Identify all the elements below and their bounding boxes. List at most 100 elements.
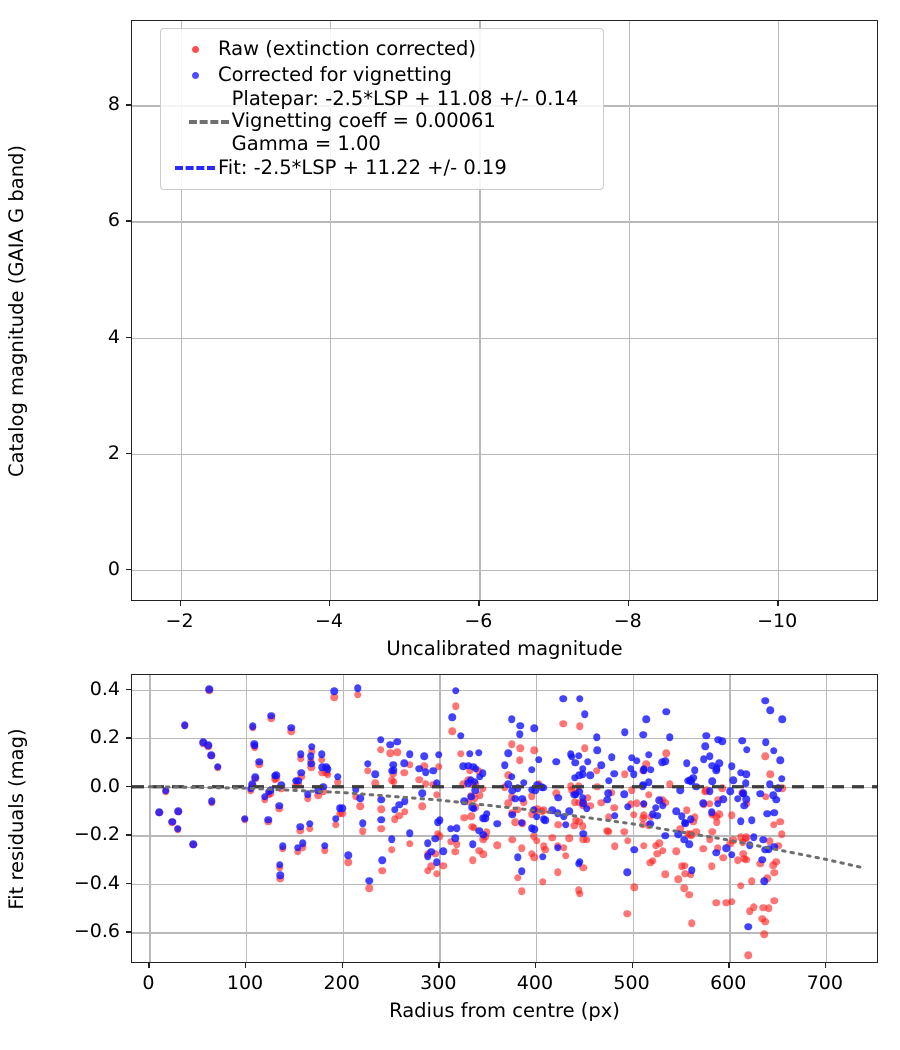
residual-point-corrected bbox=[760, 877, 769, 886]
legend-key bbox=[172, 64, 218, 86]
residual-point-corrected bbox=[646, 766, 655, 774]
residual-point-raw bbox=[352, 792, 360, 801]
residual-point-raw bbox=[706, 800, 714, 808]
residual-point-corrected bbox=[332, 815, 340, 823]
residual-point-raw bbox=[307, 763, 315, 772]
residual-point-corrected bbox=[451, 834, 459, 843]
vignetting-curve-line bbox=[147, 785, 867, 870]
residual-point-corrected bbox=[482, 810, 491, 818]
residual-point-raw bbox=[579, 835, 588, 844]
residual-point-raw bbox=[706, 835, 714, 844]
residual-point-raw bbox=[562, 852, 570, 860]
gridline-horizontal bbox=[132, 221, 877, 223]
residual-point-corrected bbox=[570, 791, 578, 799]
residual-point-corrected bbox=[451, 687, 460, 695]
residual-point-raw bbox=[539, 878, 547, 886]
x-tick bbox=[148, 963, 150, 968]
residual-point-raw bbox=[580, 744, 589, 752]
residual-point-corrected bbox=[559, 694, 567, 703]
residual-point-corrected bbox=[699, 799, 707, 808]
residual-point-corrected bbox=[390, 805, 399, 814]
residual-point-raw bbox=[718, 784, 726, 793]
residual-point-raw bbox=[761, 918, 770, 926]
residual-point-raw bbox=[765, 837, 774, 846]
residual-point-raw bbox=[571, 816, 580, 825]
residual-point-corrected bbox=[539, 853, 547, 861]
residual-point-corrected bbox=[761, 697, 769, 705]
residual-point-corrected bbox=[168, 818, 177, 826]
residual-point-raw bbox=[387, 846, 396, 854]
residual-point-corrected bbox=[267, 712, 276, 720]
x-tick-label: 100 bbox=[226, 972, 264, 994]
residual-point-raw bbox=[527, 810, 536, 818]
residual-point-raw bbox=[541, 845, 550, 854]
residual-point-corrected bbox=[715, 759, 723, 767]
residual-point-raw bbox=[464, 797, 473, 806]
residual-point-raw bbox=[518, 887, 526, 895]
residual-point-raw bbox=[532, 836, 541, 845]
residual-point-raw bbox=[630, 883, 639, 892]
residual-point-corrected bbox=[307, 759, 315, 768]
x-tick-label: 200 bbox=[323, 972, 360, 994]
x-tick-label: 700 bbox=[806, 972, 843, 994]
residual-point-raw bbox=[446, 838, 455, 846]
residual-point-raw bbox=[701, 787, 710, 796]
gridline-horizontal bbox=[132, 738, 877, 740]
residual-point-raw bbox=[672, 847, 680, 855]
top-plot-canvas bbox=[132, 21, 877, 600]
residual-point-raw bbox=[658, 846, 667, 855]
residual-point-raw bbox=[507, 740, 516, 748]
residual-point-corrected bbox=[365, 876, 373, 885]
residual-point-raw bbox=[685, 890, 693, 899]
residual-point-corrected bbox=[640, 800, 648, 808]
residual-point-raw bbox=[640, 811, 648, 819]
residual-point-corrected bbox=[469, 762, 478, 771]
residual-point-corrected bbox=[761, 738, 770, 746]
residual-point-corrected bbox=[770, 809, 779, 817]
residual-point-corrected bbox=[687, 866, 696, 875]
residual-point-corrected bbox=[155, 808, 163, 817]
residual-point-corrected bbox=[434, 818, 442, 826]
residual-point-corrected bbox=[334, 773, 342, 781]
residual-point-corrected bbox=[776, 756, 785, 764]
y-tick bbox=[126, 336, 131, 339]
residual-point-raw bbox=[493, 841, 501, 849]
residual-point-corrected bbox=[162, 787, 170, 795]
residual-point-raw bbox=[774, 841, 783, 850]
y-tick bbox=[126, 104, 131, 106]
residual-point-raw bbox=[354, 690, 362, 699]
gridline-vertical bbox=[825, 675, 828, 962]
residual-point-corrected bbox=[778, 715, 787, 723]
legend-label: Platepar: -2.5*LSP + 11.08 +/- 0.14 Vign… bbox=[231, 87, 579, 155]
residual-point-corrected bbox=[766, 706, 775, 715]
residual-point-raw bbox=[748, 877, 756, 885]
residual-point-corrected bbox=[554, 794, 563, 802]
residual-point-corrected bbox=[718, 737, 726, 745]
residual-point-corrected bbox=[432, 858, 441, 867]
residual-point-corrected bbox=[308, 743, 316, 751]
fit-residuals-plot bbox=[131, 674, 878, 963]
residual-point-raw bbox=[530, 832, 538, 841]
legend-marker-corrected bbox=[191, 71, 199, 79]
residual-point-corrected bbox=[174, 825, 182, 833]
residual-point-corrected bbox=[434, 751, 443, 759]
residual-point-raw bbox=[296, 827, 304, 835]
residual-point-raw bbox=[400, 768, 408, 777]
x-tick-label: 400 bbox=[516, 972, 554, 994]
residual-point-raw bbox=[567, 782, 575, 791]
residual-point-raw bbox=[294, 848, 302, 856]
residual-point-raw bbox=[604, 828, 612, 836]
gridline-horizontal bbox=[132, 835, 877, 837]
residual-point-corrected bbox=[481, 814, 490, 822]
residual-point-raw bbox=[586, 801, 595, 810]
residual-point-corrected bbox=[276, 871, 284, 879]
residual-point-raw bbox=[642, 760, 651, 768]
residual-point-raw bbox=[574, 886, 583, 895]
residual-point-corrected bbox=[681, 819, 689, 827]
residual-point-corrected bbox=[189, 840, 198, 848]
residual-point-raw bbox=[714, 795, 723, 804]
residual-point-corrected bbox=[736, 817, 745, 826]
residual-point-corrected bbox=[658, 801, 667, 810]
residual-point-raw bbox=[469, 856, 477, 864]
